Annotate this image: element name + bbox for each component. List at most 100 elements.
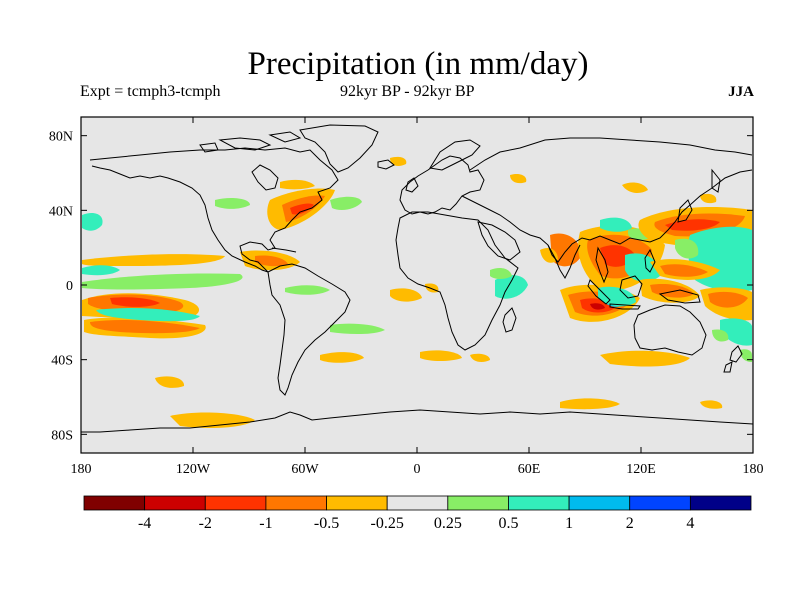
anomaly-patch xyxy=(390,156,407,166)
coastline-antarctica xyxy=(81,409,753,433)
colorbar-label: -0.5 xyxy=(314,515,339,532)
colorbar-label: 1 xyxy=(565,515,573,532)
anomaly-patch xyxy=(110,297,160,307)
colorbar-swatch xyxy=(83,495,146,511)
coastline-caribbean xyxy=(271,247,297,253)
anomaly-patch xyxy=(290,203,314,215)
period-label: 92kyr BP - 92kyr BP xyxy=(340,83,475,100)
anomaly-patch xyxy=(708,291,748,308)
lon-tick-label: 180 xyxy=(743,462,764,477)
colorbar-label: 4 xyxy=(686,515,694,532)
colorbar-swatch xyxy=(568,495,631,511)
anomaly-patch xyxy=(280,179,315,190)
colorbar-swatch xyxy=(265,495,327,511)
anomaly-patch xyxy=(625,253,660,282)
anomaly-patch xyxy=(330,196,362,210)
coastline-kamchatka xyxy=(711,168,721,193)
anomaly-patch xyxy=(590,303,605,310)
coastline-madagascar xyxy=(502,307,517,333)
anomaly-patch xyxy=(155,376,185,388)
anomaly-patch xyxy=(712,329,729,342)
colorbar-label: -2 xyxy=(199,515,212,532)
anomaly-patch xyxy=(255,255,288,267)
anomaly-patch xyxy=(700,193,717,204)
anomaly-patch xyxy=(82,273,243,290)
coastlines xyxy=(81,124,753,433)
colorbar-swatch xyxy=(508,495,570,511)
anomaly-patch xyxy=(490,268,512,279)
anomaly-patch xyxy=(660,264,708,277)
anomaly-patch xyxy=(700,400,723,409)
lat-tick-label: 80S xyxy=(51,428,73,443)
coastline-new-guinea xyxy=(658,289,701,304)
anomaly-patch xyxy=(600,350,690,367)
colorbar-label: -4 xyxy=(138,515,151,532)
coastline-arctic-islands xyxy=(199,131,302,153)
anomaly-patch xyxy=(96,308,200,322)
anomaly-patch xyxy=(420,350,462,361)
anomaly-patch xyxy=(285,285,330,295)
lat-tick-label: 80N xyxy=(49,130,73,145)
coastline-south-america xyxy=(267,263,351,396)
coastline-australia xyxy=(633,304,707,356)
lat-tick-label: 40S xyxy=(51,354,73,369)
map-axes: 80N 40N 0 40S 80S 180 120W 60W 0 60E 120E 180 xyxy=(49,116,764,477)
coastline-europe xyxy=(399,155,485,215)
anomaly-patch xyxy=(675,238,699,259)
colorbar-label: 0.25 xyxy=(434,515,462,532)
coastline-arabia xyxy=(477,221,521,261)
coastline-africa xyxy=(395,211,519,351)
colorbar-label: -1 xyxy=(259,515,272,532)
coastline-japan xyxy=(677,199,693,223)
coastline-north-america xyxy=(89,147,339,273)
colorbar-swatch xyxy=(204,495,267,511)
colorbar-swatch xyxy=(326,495,388,511)
anomaly-patch xyxy=(82,265,120,276)
colorbar-swatch xyxy=(386,495,449,511)
anomaly-patch xyxy=(560,398,620,410)
anomaly-patch xyxy=(215,197,250,209)
anomaly-patch xyxy=(82,213,103,231)
lon-tick-label: 180 xyxy=(71,462,92,477)
coastline-hudson-bay xyxy=(251,164,279,191)
lat-tick-label: 40N xyxy=(49,204,73,219)
coastline-iceland xyxy=(377,159,395,170)
lon-tick-label: 0 xyxy=(414,462,421,477)
coastline-java xyxy=(609,303,641,310)
lon-tick-label: 120W xyxy=(176,462,211,477)
coastline-philippines xyxy=(644,248,656,273)
colorbar-swatch xyxy=(144,495,206,511)
anomaly-patch xyxy=(540,248,558,263)
anomaly-patch xyxy=(82,254,225,266)
colorbar-swatch xyxy=(689,495,752,511)
season-label: JJA xyxy=(728,84,754,100)
colorbar-label: 2 xyxy=(626,515,634,532)
anomaly-patch xyxy=(90,320,200,334)
anomaly-patch xyxy=(510,173,527,184)
experiment-label: Expt = tcmph3-tcmph xyxy=(80,83,221,100)
colorbar-label: 0.5 xyxy=(498,515,518,532)
coastline-sumatra xyxy=(587,279,611,305)
lat-tick-label: 0 xyxy=(66,279,73,294)
lon-tick-label: 120E xyxy=(626,462,656,477)
anomaly-patch xyxy=(470,353,490,363)
colorbar-swatch xyxy=(447,495,509,511)
coastline-scandinavia xyxy=(429,139,481,171)
anomaly-patch xyxy=(320,352,364,363)
anomaly-patch xyxy=(598,286,636,307)
anomaly-patch xyxy=(330,323,385,335)
colorbar-label: -0.25 xyxy=(371,515,404,532)
anomaly-patch xyxy=(390,288,422,302)
coastline-eurasia xyxy=(461,137,753,263)
plot-title: Precipitation (in mm/day) xyxy=(247,46,589,82)
anomaly-patch xyxy=(740,349,752,362)
coastline-greenland xyxy=(299,124,379,173)
colorbar: -4 -2 -1 -0.5 -0.25 0.25 0.5 1 2 4 xyxy=(83,495,752,532)
coastline-borneo xyxy=(619,275,643,299)
coastline-indochina xyxy=(595,246,609,284)
anomaly-patch xyxy=(495,275,528,299)
coastline-india xyxy=(547,244,581,280)
coastline-british-isles xyxy=(405,177,419,193)
lon-tick-label: 60E xyxy=(518,462,541,477)
